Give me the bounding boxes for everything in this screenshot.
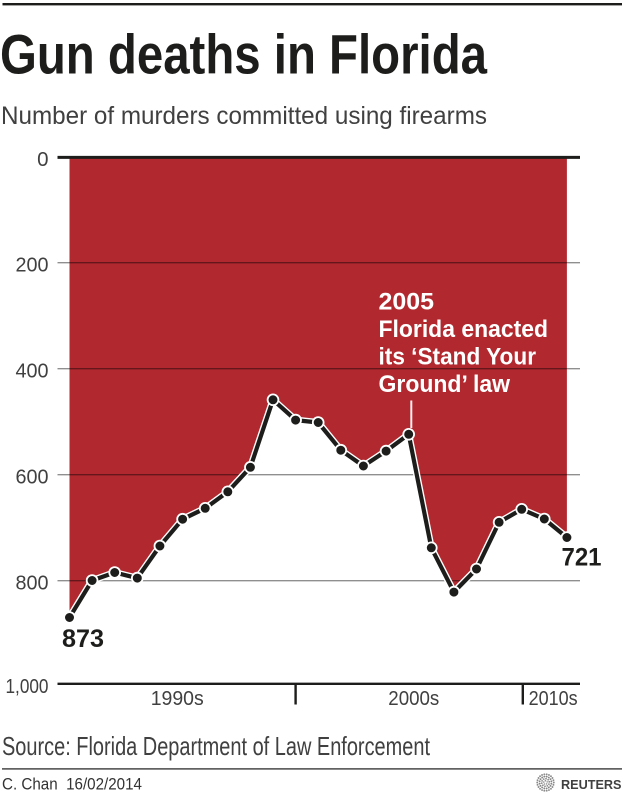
svg-text:873: 873 [62, 625, 104, 653]
svg-text:Number of murders committed us: Number of murders committed using firear… [1, 102, 487, 130]
svg-text:800: 800 [16, 572, 49, 595]
svg-text:2000s: 2000s [388, 687, 439, 710]
svg-text:2005: 2005 [379, 289, 435, 316]
svg-text:Source: Florida Department of: Source: Florida Department of Law Enforc… [2, 731, 431, 761]
svg-text:721: 721 [562, 544, 602, 572]
svg-text:its ‘Stand Your: its ‘Stand Your [379, 344, 537, 371]
svg-text:2010s: 2010s [529, 687, 578, 710]
svg-text:200: 200 [16, 254, 49, 277]
svg-text:Florida enacted: Florida enacted [379, 316, 549, 343]
svg-text:400: 400 [16, 360, 49, 383]
svg-text:0: 0 [37, 148, 48, 171]
svg-text:Ground’ law: Ground’ law [379, 371, 511, 398]
svg-text:1990s: 1990s [151, 687, 204, 710]
svg-text:600: 600 [16, 466, 49, 489]
svg-text:Gun deaths in Florida: Gun deaths in Florida [0, 23, 488, 86]
svg-text:1,000: 1,000 [6, 675, 49, 698]
svg-text:C. Chan 16/02/2014: C. Chan 16/02/2014 [2, 775, 142, 794]
svg-text:REUTERS: REUTERS [561, 777, 622, 792]
